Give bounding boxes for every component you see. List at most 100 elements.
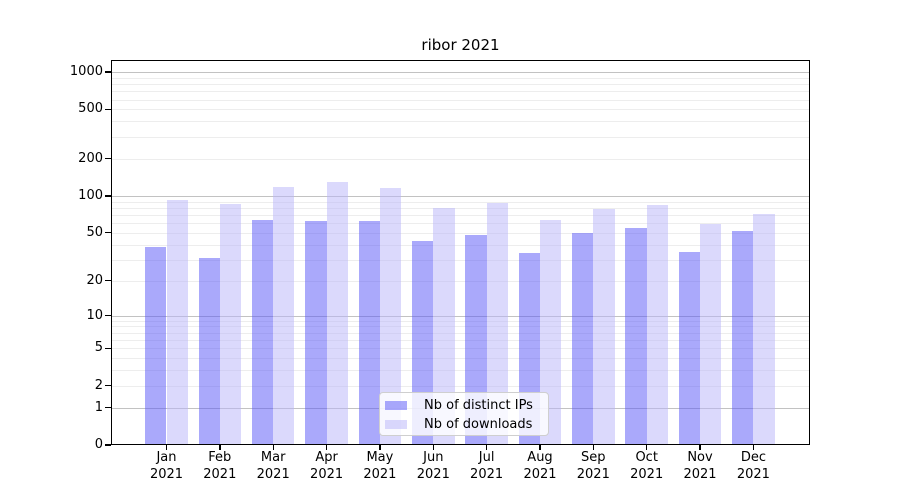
x-tick-label-year: 2021 [416, 466, 450, 482]
minor-gridline [111, 109, 810, 111]
y-tick-mark [105, 232, 111, 234]
y-tick-label: 5 [94, 340, 103, 356]
legend-label-distinct-ips: Nb of distinct IPs [424, 398, 533, 413]
minor-gridline [111, 77, 810, 79]
y-tick-mark [105, 314, 111, 317]
x-tick-mark [485, 445, 488, 450]
x-tick-mark [752, 445, 754, 450]
minor-gridline [111, 201, 810, 203]
x-tick-mark [379, 445, 381, 450]
x-tick-label: Jul 2021 [455, 450, 519, 483]
plot-area [111, 60, 810, 445]
bar-downloads [326, 181, 348, 445]
legend-label-downloads: Nb of downloads [424, 417, 533, 432]
bar-distinct-ips [251, 219, 274, 445]
grid-layer [111, 60, 810, 445]
x-tick-mark [272, 445, 274, 450]
minor-gridline [111, 370, 810, 372]
minor-gridline [111, 385, 810, 387]
legend-swatch-distinct-ips-icon [385, 401, 407, 410]
minor-gridline [111, 214, 810, 216]
y-tick-label: 2 [94, 377, 103, 393]
y-tick-label: 50 [86, 224, 103, 240]
minor-gridline [111, 358, 810, 360]
y-tick-label: 0 [94, 437, 103, 452]
minor-gridline [111, 91, 810, 93]
bar-downloads [219, 203, 242, 445]
y-tick-mark [105, 71, 111, 73]
x-tick-label-year: 2021 [149, 466, 184, 482]
x-tick-mark [432, 445, 434, 450]
bar-downloads [539, 219, 562, 445]
bar-downloads [753, 214, 775, 445]
bar-distinct-ips [198, 257, 220, 445]
minor-gridline [111, 280, 810, 282]
x-tick-mark [219, 445, 221, 450]
y-tick-label: 200 [78, 150, 103, 166]
y-tick-label: 500 [78, 101, 103, 117]
y-tick-mark [105, 279, 111, 282]
x-tick-label: Nov 2021 [668, 450, 732, 483]
x-tick-label-year: 2021 [683, 466, 717, 482]
y-tick-mark [105, 444, 111, 446]
bar-distinct-ips [625, 227, 647, 445]
minor-gridline [111, 232, 810, 234]
x-tick-label-year: 2021 [310, 466, 344, 482]
minor-gridline [111, 99, 810, 101]
minor-gridline [111, 207, 810, 209]
minor-gridline [111, 332, 810, 334]
x-tick-mark [539, 445, 541, 450]
bar-downloads [166, 200, 188, 445]
minor-gridline [111, 223, 810, 225]
x-tick-label-year: 2021 [630, 466, 664, 482]
x-tick-label-year: 2021 [203, 466, 237, 482]
x-tick-label: Dec 2021 [721, 450, 785, 483]
x-tick-label: Feb 2021 [188, 450, 252, 483]
x-tick-label: Oct 2021 [615, 450, 679, 483]
minor-gridline [111, 340, 810, 341]
y-tick-label: 1000 [69, 64, 103, 79]
x-tick-mark [325, 445, 328, 450]
x-tick-label: Sep 2021 [561, 450, 625, 483]
x-tick-label: Jan 2021 [135, 450, 199, 483]
bar-distinct-ips [305, 220, 327, 445]
minor-gridline [111, 84, 810, 86]
x-tick-label-year: 2021 [256, 466, 290, 482]
x-tick-label-year: 2021 [363, 466, 397, 482]
minor-gridline [111, 326, 810, 328]
y-tick-mark [105, 347, 111, 349]
minor-gridline [111, 244, 810, 246]
legend-item-distinct-ips: Nb of distinct IPs [385, 396, 548, 415]
x-tick-label-year: 2021 [576, 466, 610, 482]
legend-item-downloads: Nb of downloads [385, 415, 548, 434]
bar-downloads [593, 209, 615, 445]
bar-distinct-ips [358, 220, 380, 445]
bar-downloads [273, 186, 295, 445]
minor-gridline [111, 348, 810, 350]
y-tick-label: 100 [78, 187, 103, 203]
major-gridline [111, 315, 810, 317]
x-tick-label: Jun 2021 [401, 450, 465, 483]
legend-swatch-downloads-icon [385, 420, 407, 429]
x-tick-mark [699, 445, 701, 450]
legend: Nb of distinct IPs Nb of downloads [379, 392, 549, 436]
minor-gridline [111, 121, 810, 123]
major-gridline [111, 195, 810, 197]
bar-distinct-ips [732, 230, 754, 445]
x-tick-mark [592, 445, 594, 450]
chart-title: ribor 2021 [421, 36, 500, 54]
bar-downloads [700, 224, 722, 445]
bar-downloads [486, 202, 508, 445]
major-gridline [111, 72, 810, 73]
minor-gridline [111, 320, 810, 322]
bar-distinct-ips [678, 251, 700, 445]
minor-gridline [111, 158, 810, 160]
x-tick-label: Apr 2021 [295, 450, 359, 483]
x-tick-mark [646, 445, 648, 450]
x-tick-label: Mar 2021 [241, 450, 305, 483]
bar-downloads [379, 188, 402, 445]
y-tick-mark [105, 108, 111, 111]
y-tick-label: 10 [86, 307, 103, 323]
x-tick-label-year: 2021 [736, 466, 770, 482]
